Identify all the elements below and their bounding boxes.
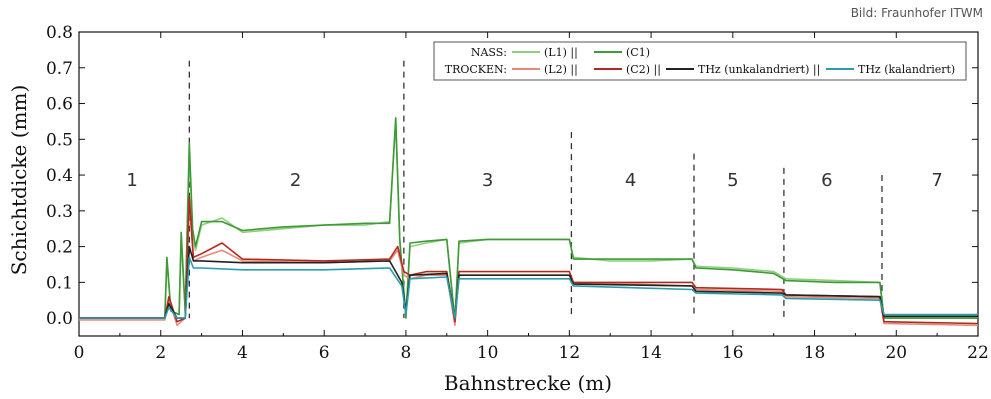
y-tick-label: 0.4 xyxy=(46,166,73,186)
y-axis-label: Schichtdicke (mm) xyxy=(7,85,31,276)
section-label: 3 xyxy=(482,170,493,191)
legend-entry: (C2) || xyxy=(626,63,661,77)
x-tick-label: 16 xyxy=(722,343,744,363)
x-tick-label: 20 xyxy=(885,343,907,363)
y-tick-label: 0.5 xyxy=(46,130,73,150)
legend-entry: (L1) || xyxy=(544,46,578,60)
x-tick-label: 6 xyxy=(319,343,330,363)
legend-group-label: TROCKEN: xyxy=(445,63,507,76)
x-tick-label: 8 xyxy=(400,343,411,363)
x-tick-label: 18 xyxy=(804,343,826,363)
y-tick-label: 0.3 xyxy=(46,202,73,222)
legend-entry: (L2) || xyxy=(544,63,578,77)
x-tick-label: 14 xyxy=(640,343,662,363)
series-line xyxy=(79,256,978,319)
legend-group-label: NASS: xyxy=(471,46,507,59)
y-tick-label: 0.8 xyxy=(46,23,73,43)
series-line xyxy=(79,120,978,319)
x-tick-label: 22 xyxy=(967,343,989,363)
section-label: 1 xyxy=(126,170,137,191)
section-label: 6 xyxy=(821,170,832,191)
section-label: 7 xyxy=(931,170,942,191)
legend-entry: (C1) xyxy=(626,46,650,59)
series-line xyxy=(79,199,979,327)
legend-entry: THz (kalandriert) xyxy=(858,63,955,76)
series-line xyxy=(79,117,978,323)
section-label: 2 xyxy=(290,170,301,191)
series-line xyxy=(79,195,979,325)
x-tick-label: 4 xyxy=(237,343,248,363)
y-tick-label: 0.6 xyxy=(46,95,73,115)
legend-box xyxy=(433,41,967,81)
section-label: 5 xyxy=(727,170,738,191)
y-tick-label: 0.2 xyxy=(46,238,73,258)
x-tick-label: 10 xyxy=(477,343,499,363)
x-tick-label: 2 xyxy=(155,343,166,363)
x-tick-label: 0 xyxy=(74,343,85,363)
y-tick-label: 0.7 xyxy=(46,59,73,79)
section-label: 4 xyxy=(625,170,636,191)
plot-area: 0 2 4 6 8 10 12 14 16 18 20 220.00.10.20.30.40.50.6… xyxy=(46,23,989,363)
x-tick-label: 12 xyxy=(559,343,581,363)
x-axis-label: Bahnstrecke (m) xyxy=(444,371,612,395)
y-tick-label: 0.1 xyxy=(46,273,73,293)
y-tick-label: 0.0 xyxy=(46,309,73,329)
image-credit: Bild: Fraunhofer ITWM xyxy=(850,6,983,20)
legend-entry: THz (unkalandriert) || xyxy=(698,63,820,77)
